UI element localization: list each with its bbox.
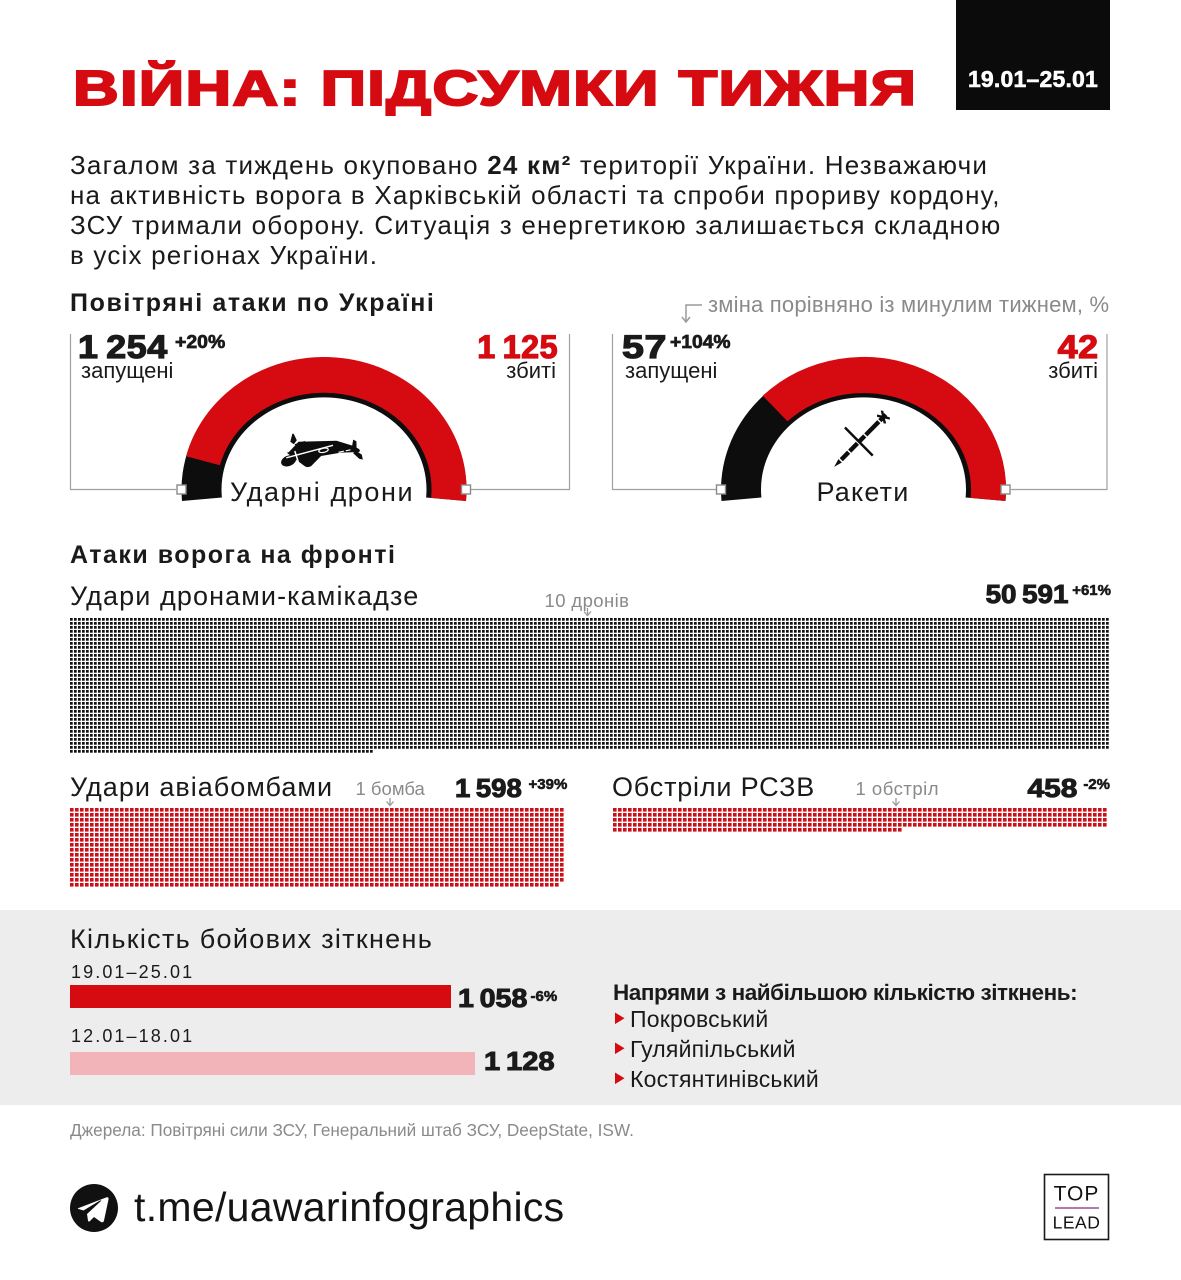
svg-text:TOP: TOP bbox=[1054, 1183, 1100, 1206]
svg-text:LEAD: LEAD bbox=[1053, 1213, 1101, 1233]
